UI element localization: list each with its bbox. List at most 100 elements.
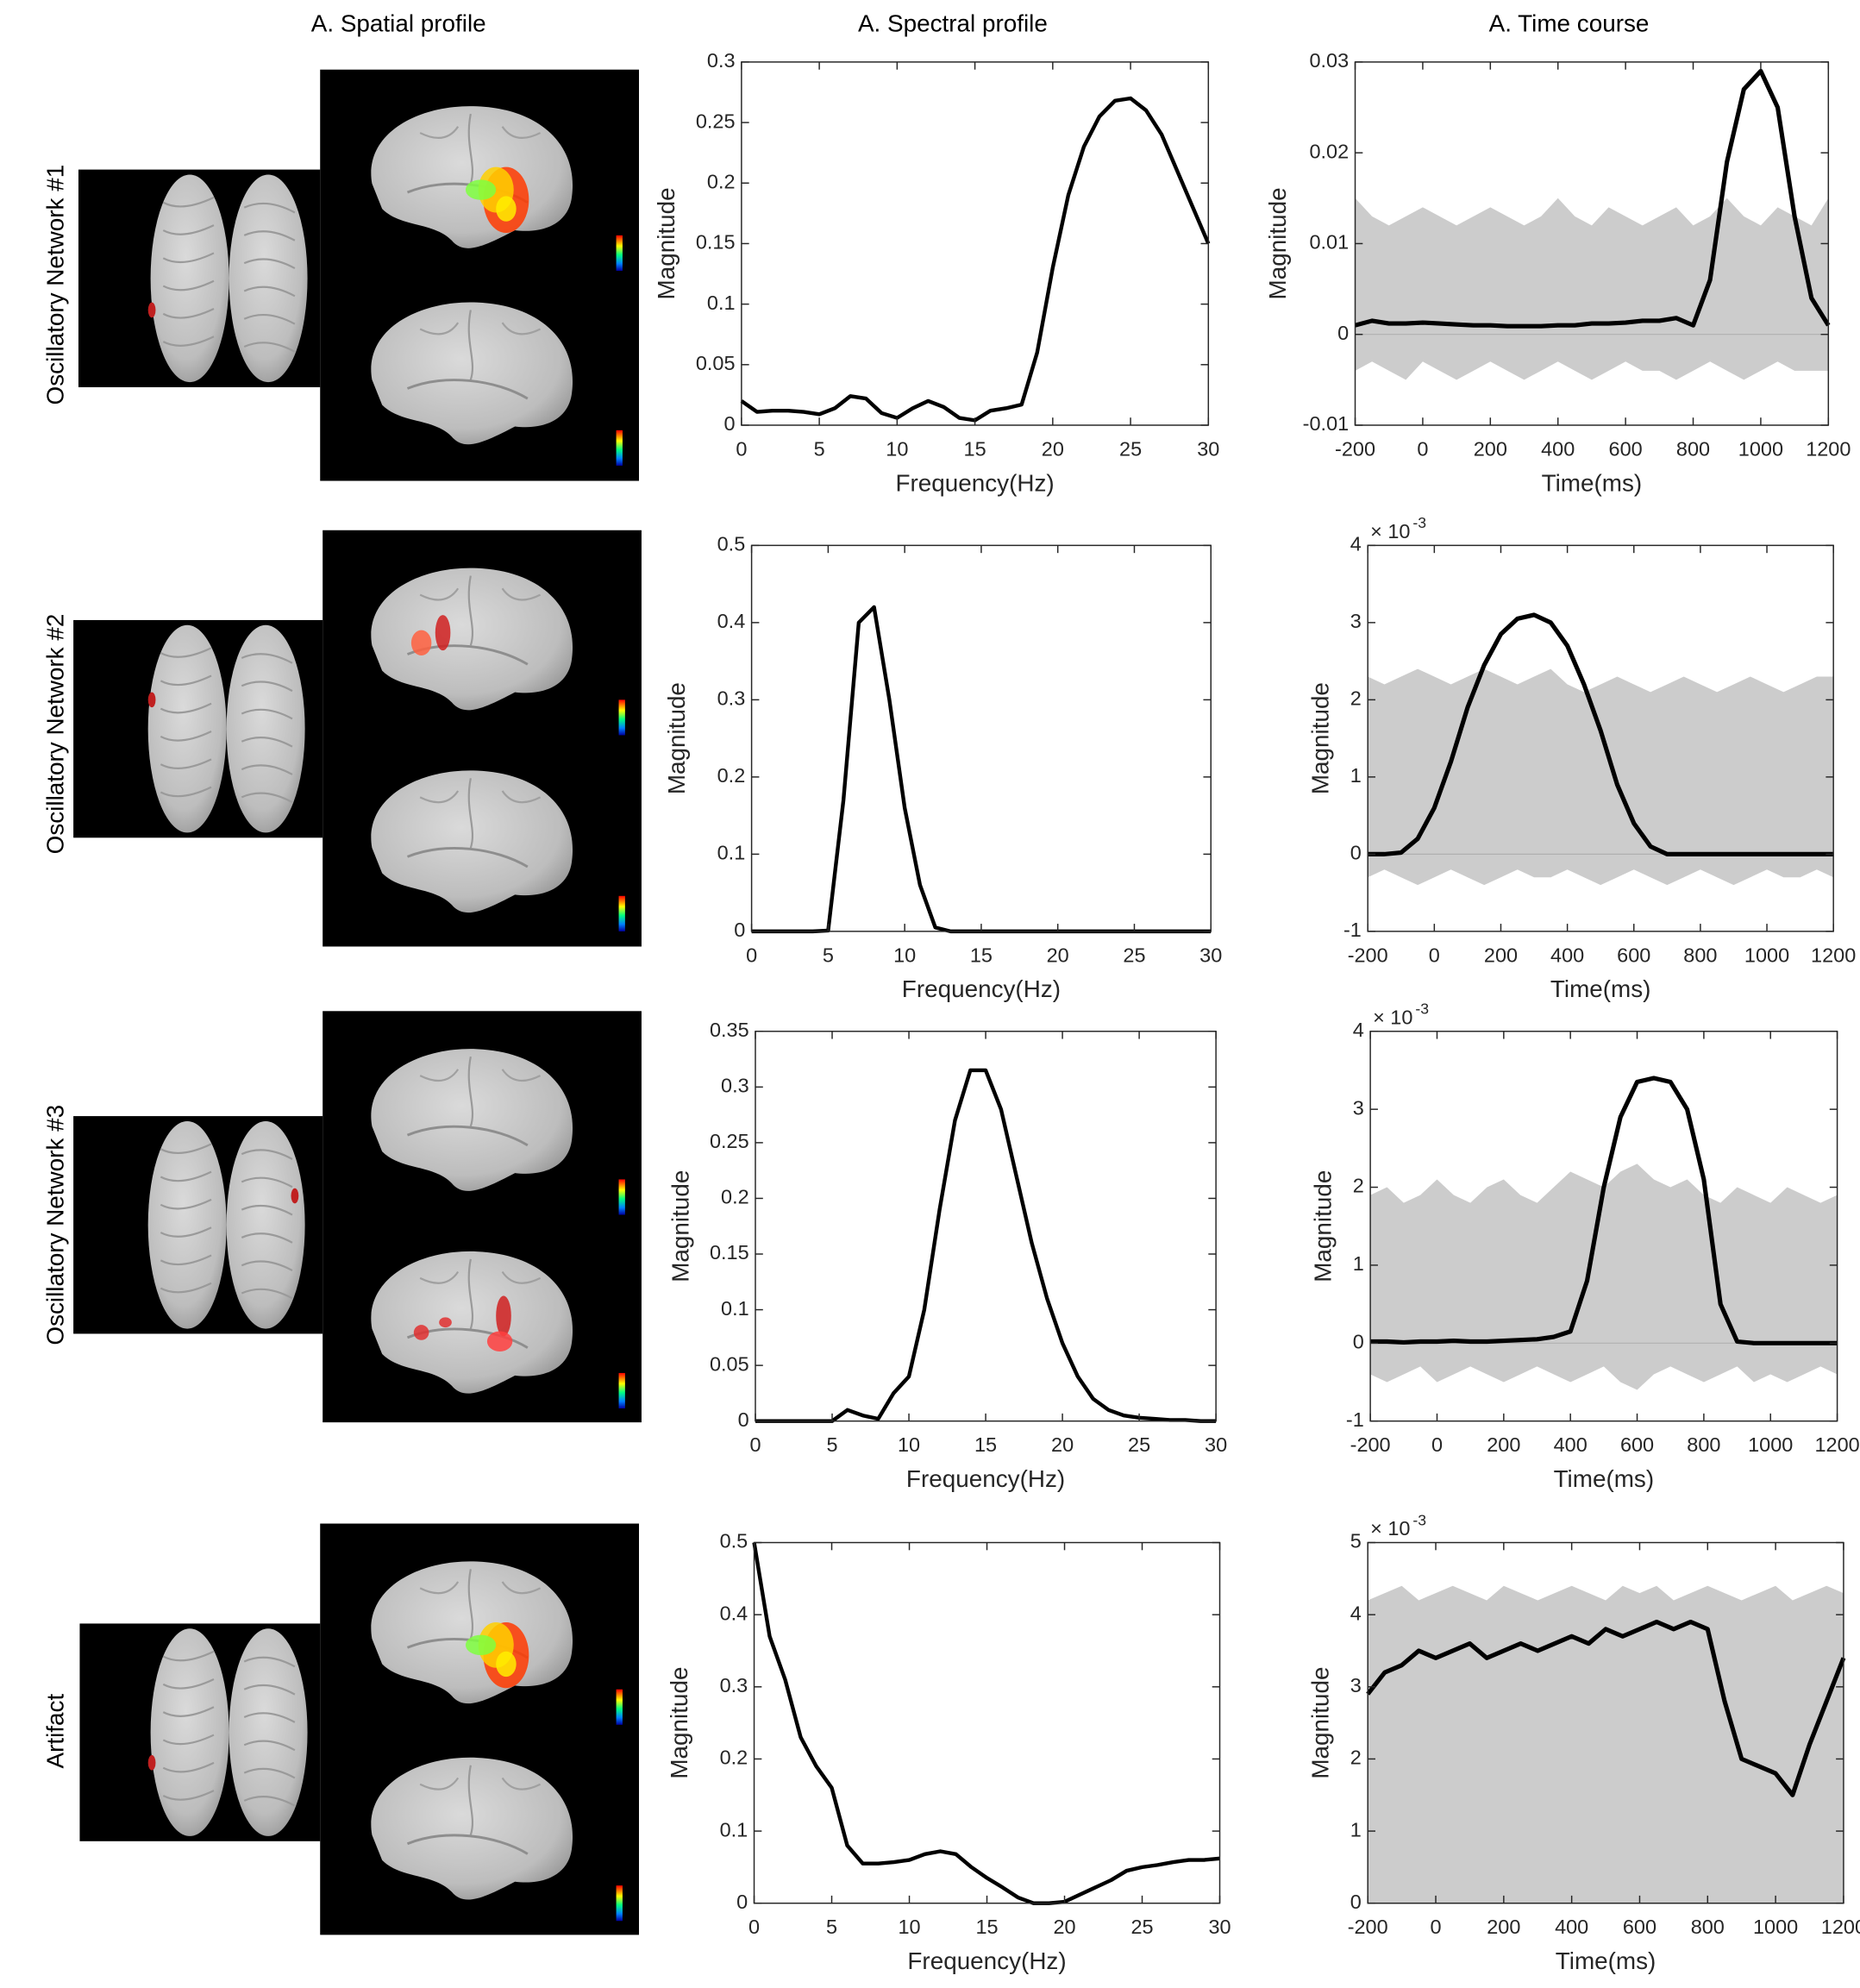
y-tick-label: 0.02 — [1310, 140, 1350, 162]
y-tick-label: 0.25 — [696, 110, 736, 132]
brain-sulcus — [162, 336, 215, 347]
plot-area — [741, 61, 1209, 425]
confidence-band — [1370, 1163, 1838, 1390]
y-tick-label: 0.15 — [710, 1241, 749, 1264]
activation — [147, 302, 156, 318]
brain-sulcus — [243, 1767, 296, 1779]
x-tick-label: 20 — [1051, 1433, 1074, 1456]
x-tick-label: 1000 — [1753, 1916, 1798, 1938]
axes-box — [1369, 1031, 1838, 1422]
y-tick-label: 2 — [1350, 1747, 1362, 1769]
y-tick-label: 2 — [1350, 687, 1362, 710]
y-axis-label: Magnitude — [1264, 187, 1291, 299]
y-tick-label: 0 — [738, 1408, 749, 1431]
brain-sulcus — [406, 1125, 529, 1147]
brain-sulcus — [162, 1706, 215, 1717]
y-tick-label: 3 — [1350, 610, 1362, 632]
x-tick-label: 0 — [749, 1433, 761, 1456]
confidence-band — [1355, 198, 1829, 380]
x-tick-label: 0 — [1430, 1916, 1441, 1938]
colorbar — [618, 1372, 625, 1409]
x-tick-label: 30 — [1197, 438, 1219, 461]
brain-sulcus — [162, 224, 215, 235]
x-tick-label: 15 — [975, 1916, 998, 1938]
y-axis-label: Magnitude — [1307, 1667, 1334, 1779]
y-tick-label: 0 — [736, 1891, 748, 1913]
brain-sulcus — [160, 1282, 212, 1294]
y-tick-label: 0.3 — [721, 1075, 749, 1097]
x-tick-label: 400 — [1541, 438, 1575, 461]
activation — [496, 1651, 517, 1678]
y-axis-label: Magnitude — [1307, 682, 1334, 794]
brain-sulcus — [241, 1176, 293, 1188]
brain-sulcus — [419, 790, 542, 804]
brain-sulcus — [467, 1258, 474, 1329]
x-axis-label: Frequency(Hz) — [902, 975, 1061, 1002]
colorbar — [616, 1689, 623, 1725]
brain-sulcus — [162, 1650, 215, 1662]
x-tick-label: 1200 — [1814, 1433, 1859, 1456]
brain-sulcus — [162, 252, 215, 264]
y-multiplier-exponent: -3 — [1412, 514, 1426, 531]
x-axis-label: Frequency(Hz) — [907, 1947, 1066, 1974]
brain-sulcus — [406, 379, 529, 400]
activation — [410, 630, 432, 656]
brain-sulcus — [241, 708, 293, 720]
x-tick-label: 20 — [1042, 438, 1064, 461]
brain-sulcus — [160, 731, 212, 742]
x-tick-label: 20 — [1047, 944, 1069, 966]
brain-sulcus — [160, 1198, 212, 1210]
x-tick-label: 0 — [748, 1916, 760, 1938]
brain-sulcus — [406, 1834, 529, 1855]
x-tick-label: 0 — [736, 438, 747, 461]
activation — [435, 615, 451, 651]
y-tick-label: -1 — [1343, 919, 1362, 941]
y-tick-label: 0.2 — [707, 170, 736, 192]
brain-sulcus — [160, 786, 212, 798]
y-multiplier: × 10 — [1373, 1006, 1412, 1028]
brain-hemisphere — [229, 174, 308, 383]
x-tick-label: 15 — [970, 944, 993, 966]
x-tick-label: 15 — [974, 1433, 997, 1456]
y-tick-label: 4 — [1350, 533, 1362, 555]
y-tick-label: 0.35 — [710, 1019, 749, 1041]
activation — [147, 692, 156, 708]
x-tick-label: 0 — [1431, 1433, 1443, 1456]
brain-sulcus — [243, 1712, 296, 1723]
x-axis-label: Time(ms) — [1542, 469, 1643, 496]
x-tick-label: 10 — [898, 1916, 920, 1938]
x-tick-label: 1000 — [1744, 944, 1789, 966]
x-tick-label: 0 — [746, 944, 757, 966]
y-tick-label: 0.1 — [721, 1297, 749, 1320]
x-tick-label: 30 — [1199, 944, 1222, 966]
brain-sulcus — [160, 1143, 212, 1155]
x-tick-label: 800 — [1687, 1433, 1720, 1456]
y-tick-label: 0.05 — [710, 1352, 749, 1375]
x-tick-label: 600 — [1623, 1916, 1656, 1938]
y-tick-label: 4 — [1353, 1019, 1364, 1041]
colorbar — [618, 1179, 625, 1215]
brain-sulcus — [241, 764, 293, 775]
y-tick-label: 2 — [1353, 1175, 1364, 1197]
brain-sulcus — [419, 587, 542, 601]
brain-sulcus — [243, 230, 296, 241]
row-label: Oscillatory Network #1 — [41, 165, 68, 405]
y-multiplier-exponent: -3 — [1412, 1511, 1426, 1528]
y-tick-label: 0.01 — [1310, 231, 1350, 254]
colorbar — [616, 430, 623, 466]
brain-sulcus — [160, 674, 212, 687]
x-axis-label: Frequency(Hz) — [906, 1465, 1065, 1492]
y-axis-label: Magnitude — [653, 187, 679, 299]
brain-hemisphere — [226, 1120, 305, 1329]
colorbar — [616, 1885, 623, 1922]
brain-sulcus — [162, 279, 215, 292]
x-tick-label: 10 — [886, 438, 908, 461]
brain-sulcus — [160, 1254, 212, 1266]
activation — [486, 1331, 513, 1351]
x-axis-label: Time(ms) — [1556, 1947, 1656, 1974]
brain-sulcus — [419, 1581, 542, 1595]
x-tick-label: 5 — [823, 944, 834, 966]
activation — [496, 1295, 511, 1337]
y-axis-label: Magnitude — [666, 1667, 692, 1779]
